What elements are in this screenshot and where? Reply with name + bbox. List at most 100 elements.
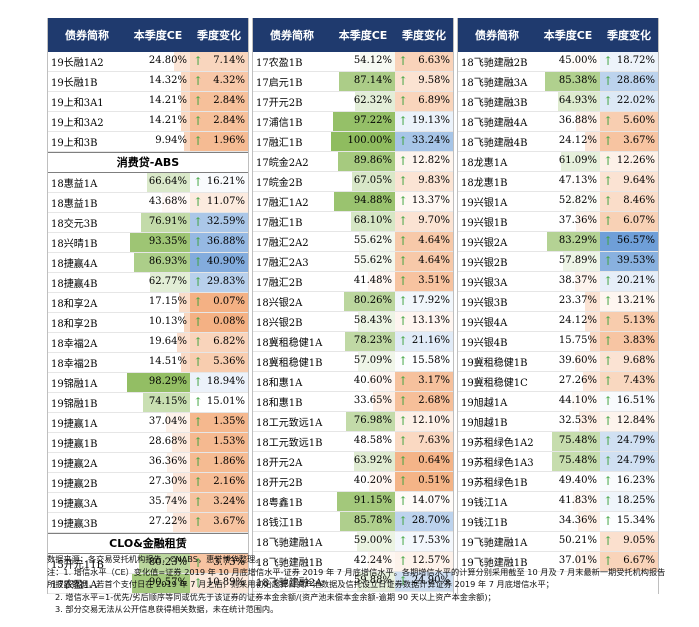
- note-3: 3. 部分交易无法从公开信息获得相关数据，未在统计范围内。: [55, 604, 279, 615]
- up-arrow-icon: ↑: [193, 335, 204, 349]
- change-cell: ↑ 12.10%: [395, 412, 453, 431]
- ce-bar: [584, 132, 600, 151]
- ce-bar: [138, 554, 190, 573]
- up-arrow-icon: ↑: [603, 294, 614, 308]
- ce-bar: [167, 493, 190, 512]
- change-value: 12.26%: [616, 155, 655, 166]
- ce-cell: 48.58%: [331, 432, 395, 451]
- bond-name: 19捷赢1B: [51, 439, 98, 450]
- bond-name: 19苏租绿色1A3: [461, 458, 534, 469]
- bond-name: 15开元11B: [51, 560, 104, 571]
- change-cell: ↑ 16.21%: [190, 173, 248, 192]
- bond-name: 19捷赢3A: [51, 499, 98, 510]
- up-arrow-icon: ↑: [603, 234, 614, 248]
- ce-value: 40.60%: [353, 375, 392, 386]
- up-arrow-icon: ↑: [193, 175, 204, 189]
- change-value: 2.16%: [213, 476, 245, 487]
- change-cell: ↑ 3.67%: [190, 513, 248, 532]
- change-value: 10.89%: [206, 577, 245, 588]
- change-value: 0.51%: [418, 475, 450, 486]
- header-name: 债券简称: [65, 29, 109, 42]
- table-row: 18惠益1A 66.64% ↑ 16.21%: [48, 173, 248, 193]
- change-cell: ↑ 15.58%: [395, 352, 453, 371]
- table-row: 18飞驰建融3A 85.38% ↑ 28.86%: [458, 72, 658, 92]
- table-row: 19兴银2A 83.29% ↑ 56.57%: [458, 232, 658, 252]
- change-value: 21.16%: [411, 335, 450, 346]
- table-row: 19旭越1A 44.10% ↑ 16.51%: [458, 392, 658, 412]
- change-cell: ↑ 3.67%: [600, 132, 658, 151]
- ce-bar: [345, 412, 395, 431]
- ce-cell: 39.60%: [536, 352, 600, 371]
- ce-value: 14.21%: [148, 95, 187, 106]
- up-arrow-icon: ↑: [603, 314, 614, 328]
- bond-name: 19捷赢2A: [51, 459, 98, 470]
- change-cell: ↑ 5.13%: [600, 312, 658, 331]
- change-cell: ↑ 12.82%: [395, 152, 453, 171]
- ce-value: 10.13%: [148, 316, 187, 327]
- table-row: 19兴银3A 38.37% ↑ 20.21%: [458, 272, 658, 292]
- ce-cell: 34.36%: [536, 512, 600, 531]
- table-row: 19捷赢2B 27.30% ↑ 2.16%: [48, 473, 248, 493]
- table-row: 15开元11B 80.23% ↑ 3.73%: [48, 554, 248, 574]
- table-row: 18冀租稳健1A 78.23% ↑ 21.16%: [253, 332, 453, 352]
- change-cell: ↑ 5.36%: [190, 353, 248, 372]
- change-cell: ↑ 2.16%: [190, 473, 248, 492]
- ce-value: 91.15%: [353, 495, 392, 506]
- ce-value: 89.86%: [353, 155, 392, 166]
- bond-name: 18冀租稳健1A: [256, 338, 323, 349]
- ce-cell: 67.05%: [331, 172, 395, 191]
- up-arrow-icon: ↑: [398, 74, 409, 88]
- change-cell: ↑ 56.57%: [600, 232, 658, 251]
- ce-cell: 40.20%: [331, 472, 395, 491]
- table-row: 18捷赢4B 62.77% ↑ 29.83%: [48, 273, 248, 293]
- bond-name: 18捷赢4B: [51, 279, 98, 290]
- ce-cell: 100.00%: [331, 132, 395, 151]
- change-cell: ↑ 12.26%: [600, 152, 658, 171]
- ce-value: 80.26%: [353, 295, 392, 306]
- up-arrow-icon: ↑: [398, 394, 409, 408]
- ce-bar: [132, 574, 190, 593]
- ce-value: 24.12%: [558, 135, 597, 146]
- table-row: 18冀租稳健1B 57.09% ↑ 15.58%: [253, 352, 453, 372]
- ce-cell: 64.93%: [536, 92, 600, 111]
- ce-cell: 41.48%: [331, 272, 395, 291]
- table-row: 17农盈1A 90.57% ↑ 10.89%: [48, 574, 248, 594]
- change-value: 3.67%: [213, 516, 245, 527]
- change-cell: ↑ 36.88%: [190, 233, 248, 252]
- table-row: 19捷赢1B 28.68% ↑ 1.53%: [48, 433, 248, 453]
- table-row: 19锦融1B 74.15% ↑ 15.01%: [48, 393, 248, 413]
- ce-value: 97.22%: [353, 115, 392, 126]
- ce-bar: [574, 352, 600, 371]
- table-column: 债券简称 本季度CE 季度变化 19长融1A2 24.80% ↑ 7.14% 19长融1B 14…: [47, 18, 249, 594]
- up-arrow-icon: ↑: [193, 435, 204, 449]
- table-row: 17融汇1B 100.00% ↑ 33.24%: [253, 132, 453, 152]
- change-cell: ↑ 3.17%: [395, 372, 453, 391]
- bond-name: 19锦融1B: [51, 399, 98, 410]
- ce-bar: [180, 353, 190, 372]
- ce-bar: [573, 492, 600, 511]
- bond-name: 17皖金2B: [256, 178, 303, 189]
- ce-cell: 75.48%: [536, 452, 600, 471]
- bond-name: 18冀租稳健1B: [256, 358, 323, 369]
- ce-cell: 49.40%: [536, 472, 600, 491]
- ce-bar: [183, 132, 190, 151]
- change-value: 13.37%: [411, 195, 450, 206]
- change-cell: ↑ 17.92%: [395, 292, 453, 311]
- table-row: 19上和3A2 14.21% ↑ 2.84%: [48, 112, 248, 132]
- change-value: 3.24%: [213, 496, 245, 507]
- ce-value: 62.77%: [148, 276, 187, 287]
- bond-name: 19苏租绿色1A2: [461, 438, 534, 449]
- ce-cell: 24.80%: [126, 52, 190, 71]
- change-cell: ↑ 7.14%: [190, 52, 248, 71]
- bond-name: 19苏租绿色1B: [461, 478, 528, 489]
- change-cell: ↑ 16.23%: [600, 472, 658, 491]
- ce-cell: 23.37%: [536, 292, 600, 311]
- change-cell: ↑ 18.94%: [190, 373, 248, 392]
- change-value: 7.14%: [213, 55, 245, 66]
- up-arrow-icon: ↑: [398, 54, 409, 68]
- ce-bar: [180, 92, 190, 111]
- ce-bar: [337, 152, 395, 171]
- table-row: 18龙惠1B 47.13% ↑ 9.64%: [458, 172, 658, 192]
- table-row: 18飞驰建融2A 59.88% ↑ 24.90%: [253, 572, 453, 592]
- ce-cell: 58.43%: [331, 312, 395, 331]
